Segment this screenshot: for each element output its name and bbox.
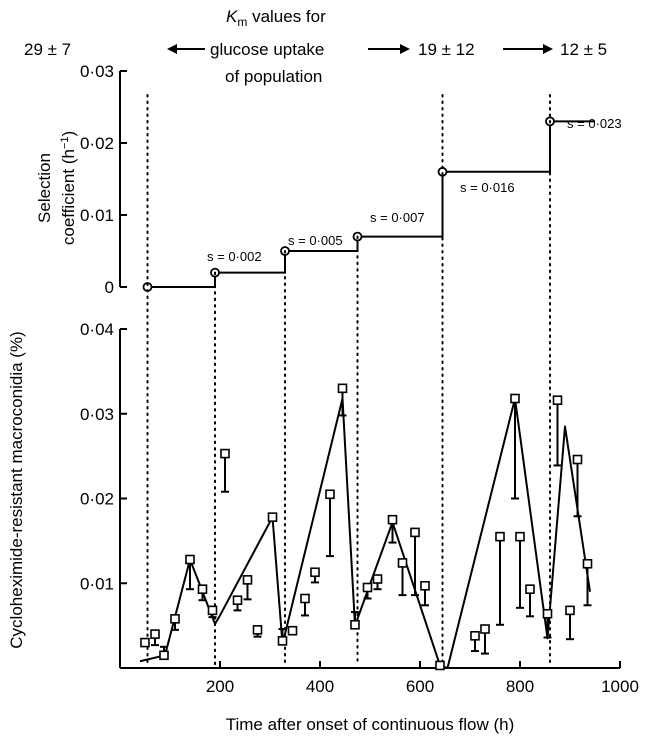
data-point (337, 383, 348, 394)
km-value-1: 29 ± 7 (24, 40, 71, 59)
data-point (387, 514, 398, 525)
data-point (510, 393, 520, 404)
selection-annotation: s = 0·023 (567, 116, 622, 131)
data-point (495, 531, 505, 542)
data-point (480, 624, 490, 634)
data-point (397, 558, 408, 568)
arrow-left-head (167, 44, 177, 54)
bottom-ylabel-line1: Cycloheximide-resistant macroconidia (%) (7, 331, 26, 648)
selection-annotation: s = 0·005 (288, 233, 343, 248)
macroconidia-panel: 0·01 0·02 0·03 0·04 200 400 600 800 1000 Time aft… (80, 320, 639, 734)
top-y-tick-label: 0·02 (80, 134, 114, 153)
data-point (185, 554, 195, 565)
data-point (525, 584, 535, 594)
data-point (220, 448, 230, 459)
km-header: 29 ± 7 Km values for glucose uptake of p… (24, 7, 607, 86)
bottom-y-tick-label: 0·01 (80, 574, 114, 593)
selection-coefficient-panel: 0 0·01 0·02 0·03 s = 0·002 s = 0·005 s = 0·007… (80, 62, 622, 666)
data-point (287, 625, 298, 636)
data-point (350, 619, 360, 630)
data-point (420, 580, 430, 591)
selection-annotation: s = 0·002 (207, 249, 262, 264)
data-point (372, 574, 383, 584)
data-point (140, 637, 150, 648)
top-y-tick-label: 0·01 (80, 206, 114, 225)
km-value-2: 19 ± 12 (418, 40, 475, 59)
data-point (515, 531, 525, 542)
data-point (267, 512, 278, 522)
bottom-x-tick-label: 200 (206, 677, 234, 696)
arrow-right-2-head (543, 44, 553, 54)
top-y-tick-label: 0 (105, 278, 114, 297)
top-ylabel-line1: Selection (35, 153, 54, 223)
data-point (325, 489, 335, 500)
km-value-3: 12 ± 5 (560, 40, 607, 59)
data-point (435, 660, 445, 671)
data-point (170, 614, 180, 624)
top-y-tick-label: 0·03 (80, 62, 114, 81)
bottom-y-tick-label: 0·04 (80, 320, 114, 339)
data-point (310, 567, 320, 578)
top-ylabel-line2: coefficient (h−1) (59, 131, 78, 245)
km-title-line1: Km values for (226, 7, 326, 29)
data-point (252, 625, 263, 635)
selection-annotation: s = 0·016 (460, 180, 515, 195)
km-title-line3: of population (225, 67, 322, 86)
bottom-y-tick-label: 0·03 (80, 405, 114, 424)
data-point (572, 454, 583, 465)
data-point (362, 582, 373, 593)
data-point (207, 605, 218, 616)
bottom-x-tick-label: 800 (506, 677, 534, 696)
data-point (150, 629, 160, 639)
data-point (542, 608, 553, 619)
km-title-line2: glucose uptake (210, 40, 324, 59)
data-point (582, 558, 593, 569)
bottom-x-tick-label: 400 (306, 677, 334, 696)
bottom-x-tick-label: 1000 (601, 677, 639, 696)
data-point (300, 593, 310, 604)
data-point (277, 636, 288, 646)
data-point (565, 605, 575, 616)
data-point (197, 584, 208, 594)
data-point (232, 595, 243, 606)
data-point (470, 630, 480, 641)
data-point (552, 395, 563, 405)
bottom-x-axis-label: Time after onset of continuous flow (h) (226, 715, 515, 734)
data-point (159, 650, 169, 661)
data-point (242, 575, 253, 585)
bottom-x-tick-label: 600 (406, 677, 434, 696)
selection-annotation: s = 0·007 (370, 210, 425, 225)
arrow-right-1-head (400, 44, 410, 54)
data-point (410, 527, 420, 538)
bottom-y-tick-label: 0·02 (80, 490, 114, 509)
